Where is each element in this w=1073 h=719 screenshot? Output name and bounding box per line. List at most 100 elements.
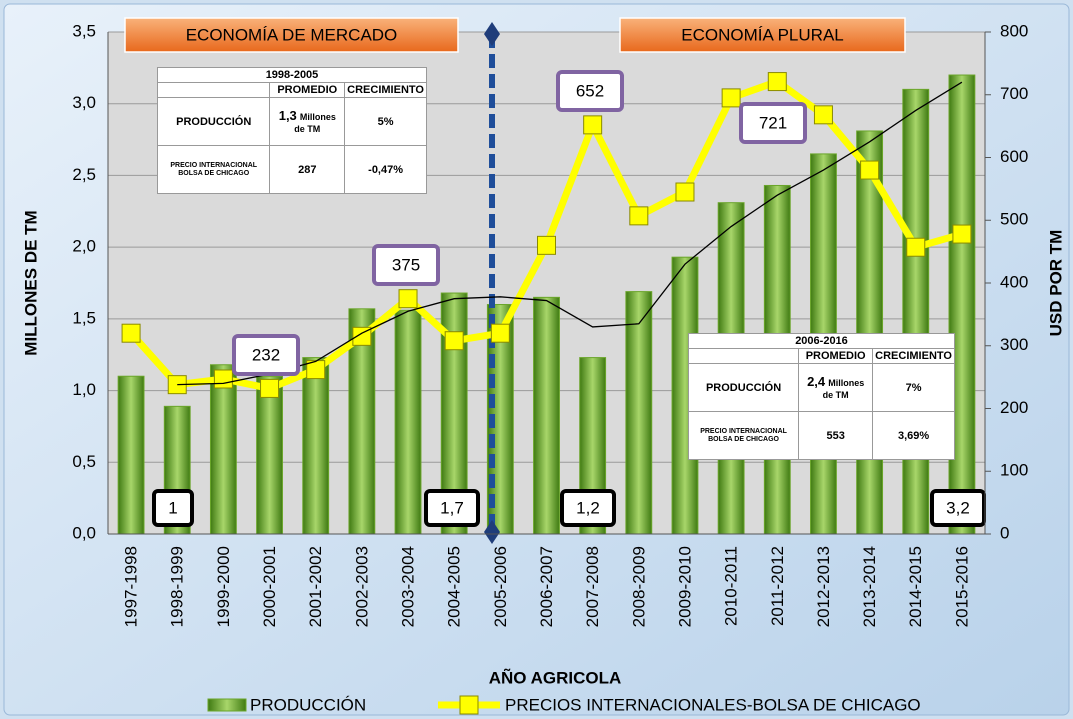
x-tick-label: 2005-2006 (491, 546, 510, 627)
y-tick-label: 0,5 (72, 452, 96, 471)
bar (948, 74, 976, 535)
x-tick-label: 2010-2011 (722, 546, 741, 626)
marker (583, 115, 603, 135)
annotation: 721 (759, 113, 787, 132)
table-cell: 7% (872, 363, 955, 412)
marker (306, 360, 326, 380)
bar (348, 308, 376, 535)
legend-label: PRECIOS INTERNACIONALES-BOLSA DE CHICAGO (505, 695, 921, 714)
marker (352, 326, 372, 346)
x-tick-label: 2001-2002 (306, 546, 325, 627)
x-tick-label: 2007-2008 (583, 546, 602, 627)
annotation: 1,7 (440, 498, 464, 517)
y2-tick-label: 700 (1000, 84, 1028, 103)
table-cell: 1998-2005 (157, 67, 427, 83)
x-tick-label: 2012-2013 (814, 546, 833, 627)
x-tick-label: 2000-2001 (260, 546, 279, 627)
table-cell: PROMEDIO (798, 348, 874, 364)
table-cell: 2006-2016 (688, 333, 955, 349)
y-tick-label: 2,0 (72, 237, 96, 256)
bar (394, 309, 422, 535)
annotation-box (424, 489, 480, 527)
table-cell: -0,47% (344, 145, 427, 194)
cell-text: Millones de TM (294, 112, 336, 134)
y2-tick-label: 0 (1000, 523, 1009, 542)
divider-end (484, 22, 500, 46)
marker (629, 206, 649, 226)
annotation-box (152, 489, 194, 527)
x-tick-label: 2013-2014 (860, 546, 879, 627)
bar (302, 357, 330, 535)
marker (952, 224, 972, 244)
x-tick-label: 2004-2005 (445, 546, 464, 627)
bar (117, 375, 145, 535)
marker (121, 323, 141, 343)
table-cell: PRODUCCIÓN (687, 363, 800, 412)
bar (256, 375, 283, 535)
x-tick-label: 2011-2012 (768, 546, 787, 626)
annotation-box (372, 244, 440, 286)
y2-axis-title: USD POR TM (1046, 230, 1065, 337)
cell-text: 2,4 (807, 374, 826, 389)
y-tick-label: 0,0 (72, 523, 96, 542)
y-tick-label: 2,5 (72, 165, 96, 184)
x-tick-label: 1998-1999 (168, 546, 187, 627)
x-tick-label: 2002-2003 (352, 546, 371, 627)
annotation: 1,2 (576, 498, 600, 517)
y-tick-label: 1,5 (72, 308, 96, 327)
table-cell: 1,3 Millones de TM (269, 97, 346, 146)
marker (906, 237, 926, 257)
x-tick-label: 2008-2009 (629, 546, 648, 627)
marker (767, 72, 787, 92)
annotation-box (560, 489, 616, 527)
annotation-box (556, 70, 624, 112)
marker (675, 182, 695, 202)
trend-line (177, 81, 963, 386)
annotation: 652 (576, 81, 604, 100)
table-cell: 3,69% (872, 411, 955, 460)
annotation: 375 (392, 255, 420, 274)
table-cell (687, 348, 800, 364)
marker (444, 331, 464, 351)
summary-table: 1998-2005 PROMEDIO CRECIMIENTO PRODUCCIÓN 1,… (156, 67, 427, 194)
table-cell (156, 82, 271, 98)
annotation-box (619, 17, 906, 53)
bar (625, 291, 653, 535)
marker (537, 235, 556, 255)
x-tick-label: 1997-1998 (122, 546, 141, 627)
divider-end (484, 520, 500, 544)
x-tick-label: 2009-2010 (675, 546, 694, 627)
cell-text: Millones de TM (822, 378, 865, 400)
annotation: 3,2 (946, 498, 970, 517)
annotation: 1 (168, 498, 177, 517)
table-cell: PRECIO INTERNACIONAL BOLSA DE CHICAGO (156, 145, 271, 194)
table-cell: 553 (798, 411, 874, 460)
table-cell: CRECIMIENTO (872, 348, 955, 364)
x-tick-label: 2003-2004 (399, 546, 418, 627)
marker (260, 378, 280, 398)
marker (860, 160, 880, 180)
marker (398, 289, 418, 309)
annotation: 232 (252, 345, 280, 364)
bar (533, 296, 560, 535)
x-tick-label: 2006-2007 (537, 546, 556, 627)
annotation: ECONOMÍA DE MERCADO (186, 25, 398, 44)
annotation-box (739, 102, 807, 144)
y2-tick-label: 200 (1000, 398, 1028, 417)
table-cell: 287 (269, 145, 346, 194)
bar (902, 88, 930, 535)
x-tick-label: 2015-2016 (952, 546, 971, 627)
summary-table: 2006-2016 PROMEDIO CRECIMIENTO PRODUCCIÓN 2,… (687, 333, 955, 460)
bar (209, 364, 237, 535)
x-tick-label: 2014-2015 (906, 546, 925, 627)
y-tick-label: 3,5 (72, 21, 96, 40)
marker (813, 105, 833, 125)
table-cell: PRECIO INTERNACIONAL BOLSA DE CHICAGO (687, 411, 800, 460)
annotation-box (124, 17, 459, 53)
table-cell: PROMEDIO (269, 82, 346, 98)
annotation-box (232, 334, 300, 376)
x-tick-label: 1999-2000 (214, 546, 233, 627)
cell-text: 1,3 (278, 108, 297, 123)
